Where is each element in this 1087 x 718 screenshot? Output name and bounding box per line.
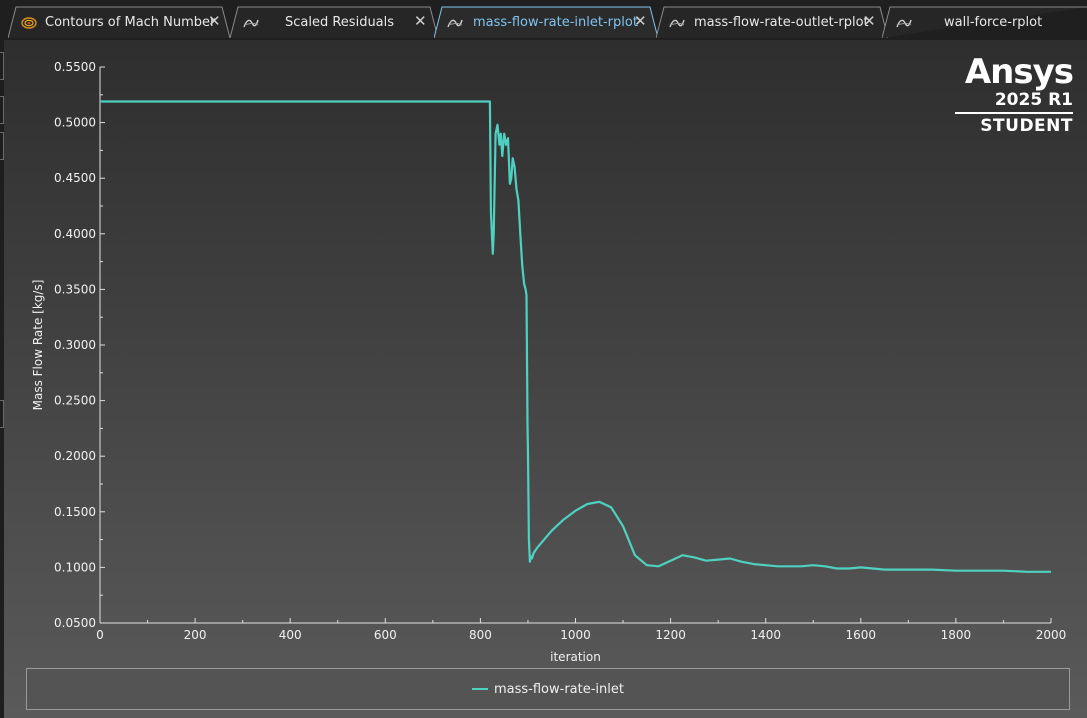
tab-bar: Contours of Mach Number ✕ Scaled Residua… <box>0 0 1087 40</box>
y-tick-label: 0.1500 <box>54 505 96 519</box>
x-tick-label: 1600 <box>846 628 877 642</box>
plot-area[interactable]: 0 200 400 600 800 1000 1200 1400 1600 1800 2000 0.0… <box>4 40 1087 718</box>
x-tick-label: 0 <box>96 628 104 642</box>
tab-wall-force-rplot[interactable]: wall-force-rplot <box>882 6 1087 38</box>
panel-edge-marker <box>0 400 4 428</box>
x-axis-label: iteration <box>550 650 601 664</box>
chart-series <box>100 100 1051 573</box>
ansys-watermark: Ansys 2025 R1 STUDENT <box>955 52 1074 138</box>
y-axis-label: Mass Flow Rate [kg/s] <box>31 280 45 411</box>
legend-swatch <box>472 688 488 690</box>
tab-label: mass-flow-rate-outlet-rplot <box>694 15 869 30</box>
y-tick-label: 0.3500 <box>54 282 96 296</box>
plot-icon <box>447 19 463 28</box>
panel-edge-marker <box>0 52 4 80</box>
x-tick-label: 400 <box>279 628 302 642</box>
tab-mass-flow-rate-inlet-rplot[interactable]: mass-flow-rate-inlet-rplot ✕ <box>434 6 658 38</box>
x-tick-label: 200 <box>184 628 207 642</box>
x-tick-label: 800 <box>469 628 492 642</box>
close-icon[interactable]: ✕ <box>414 12 427 30</box>
tab-scaled-residuals[interactable]: Scaled Residuals ✕ <box>230 6 438 38</box>
y-tick-label: 0.2000 <box>54 449 96 463</box>
plot-icon <box>669 19 685 28</box>
tab-label: Contours of Mach Number <box>45 15 216 30</box>
x-tick-label: 600 <box>374 628 397 642</box>
line-chart[interactable]: 0 200 400 600 800 1000 1200 1400 1600 1800 2000 0.0… <box>4 40 1087 718</box>
y-tick-label: 0.3000 <box>54 338 96 352</box>
legend-entry: mass-flow-rate-inlet <box>494 681 624 697</box>
tab-label: Scaled Residuals <box>285 15 395 30</box>
tab-mass-flow-rate-outlet-rplot[interactable]: mass-flow-rate-outlet-rplot ✕ <box>656 6 888 38</box>
contour-icon <box>21 17 37 29</box>
tab-shape <box>230 6 438 38</box>
close-icon[interactable]: ✕ <box>634 12 647 30</box>
x-tick-label: 1400 <box>750 628 781 642</box>
y-tick-label: 0.5000 <box>54 116 96 130</box>
left-gutter <box>0 40 4 718</box>
close-icon[interactable]: ✕ <box>863 12 876 30</box>
tab-label: mass-flow-rate-inlet-rplot <box>473 15 638 30</box>
series-line-mass-flow-rate-inlet <box>100 100 1051 573</box>
x-tick-label: 1000 <box>560 628 591 642</box>
tab-shape <box>882 6 1087 38</box>
y-tick-label: 0.1000 <box>54 560 96 574</box>
y-tick-label: 0.2500 <box>54 394 96 408</box>
panel-edge-marker <box>0 132 4 160</box>
tab-shape <box>434 6 658 38</box>
watermark-edition: STUDENT <box>980 116 1073 136</box>
y-tick-label: 0.0500 <box>54 616 96 630</box>
watermark-version: 2025 R1 <box>955 90 1073 114</box>
tab-shape <box>656 6 888 38</box>
close-icon[interactable]: ✕ <box>208 12 221 30</box>
panel-edge-marker <box>0 96 4 124</box>
x-tick-label: 1200 <box>655 628 686 642</box>
chart-axes <box>99 67 1051 624</box>
chart-ticks: 0 200 400 600 800 1000 1200 1400 1600 1800 2000 0.0… <box>54 60 1066 642</box>
tab-contours-of-mach-number[interactable]: Contours of Mach Number ✕ <box>8 6 230 38</box>
chart-legend: mass-flow-rate-inlet <box>26 668 1070 710</box>
watermark-brand: Ansys <box>964 52 1074 92</box>
tab-shape <box>8 6 230 38</box>
y-tick-label: 0.4000 <box>54 227 96 241</box>
tab-label: wall-force-rplot <box>944 15 1043 30</box>
x-tick-label: 1800 <box>941 628 972 642</box>
x-tick-label: 2000 <box>1036 628 1067 642</box>
y-tick-label: 0.5500 <box>54 60 96 74</box>
plot-icon <box>896 19 912 28</box>
plot-icon <box>243 19 259 28</box>
y-tick-label: 0.4500 <box>54 171 96 185</box>
